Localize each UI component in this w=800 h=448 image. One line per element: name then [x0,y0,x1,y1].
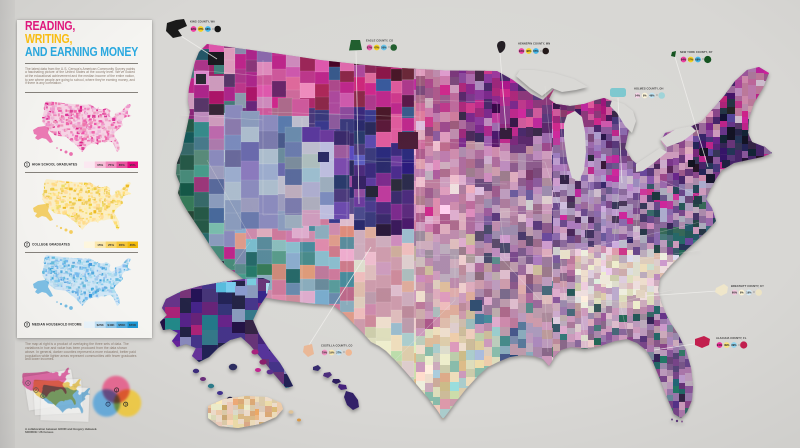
svg-text:9%: 9% [643,93,647,97]
svg-text:67%: 67% [533,49,539,53]
svg-text:79%: 79% [322,350,328,354]
svg-text:91%: 91% [717,343,723,347]
svg-text:=: = [343,351,345,355]
svg-text:27%: 27% [336,350,342,354]
svg-text:48%: 48% [526,49,532,53]
svg-text:19%: 19% [329,350,335,354]
svg-text:93%: 93% [519,49,525,53]
svg-text:HENNEPIN COUNTY, MN: HENNEPIN COUNTY, MN [518,42,550,46]
svg-text:54%: 54% [635,93,641,97]
svg-text:39%: 39% [724,343,730,347]
svg-text:92%: 92% [191,27,197,31]
svg-text:=: = [702,58,704,62]
svg-text:57%: 57% [688,57,694,61]
svg-text:84%: 84% [681,57,687,61]
svg-text:19%: 19% [746,290,752,294]
svg-text:68%: 68% [205,27,211,31]
svg-text:68%: 68% [695,57,701,61]
svg-text:39%: 39% [731,343,737,347]
svg-text:ALACHUA COUNTY, FL: ALACHUA COUNTY, FL [716,336,747,340]
svg-text:9%: 9% [740,290,744,294]
svg-text:KING COUNTY, WA: KING COUNTY, WA [190,20,215,24]
svg-text:=: = [738,343,740,347]
svg-text:EAGLE COUNTY, CO: EAGLE COUNTY, CO [366,39,393,43]
svg-text:47%: 47% [198,27,204,31]
svg-text:NEW YORK COUNTY, NY: NEW YORK COUNTY, NY [680,50,713,54]
svg-text:87%: 87% [367,45,373,49]
svg-text:47%: 47% [374,45,380,49]
svg-text:49%: 49% [649,93,655,97]
svg-text:COSTILLA COUNTY, CO: COSTILLA COUNTY, CO [321,344,353,348]
svg-text:=: = [540,49,542,53]
svg-text:HOLMES COUNTY, OH: HOLMES COUNTY, OH [634,87,664,91]
svg-text:=: = [753,291,755,295]
svg-text:=: = [212,27,214,31]
svg-text:=: = [388,46,390,50]
svg-text:BREATHITT COUNTY, KY: BREATHITT COUNTY, KY [731,284,764,288]
svg-text:=: = [656,94,658,98]
svg-text:50%: 50% [381,45,387,49]
svg-text:60%: 60% [732,290,738,294]
